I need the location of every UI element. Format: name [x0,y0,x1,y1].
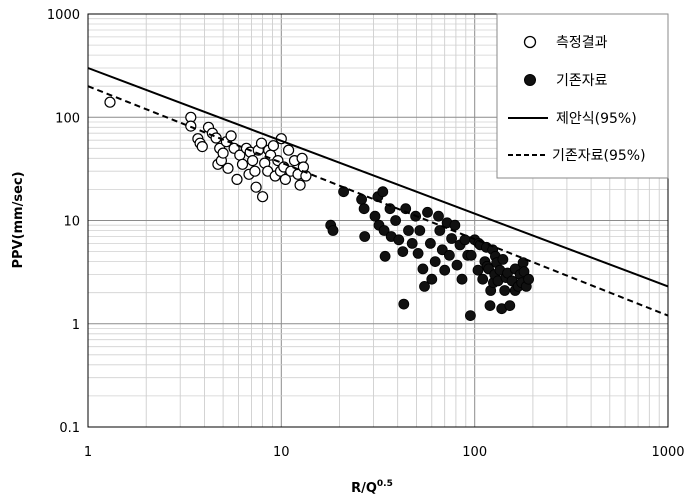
measured-point [257,191,269,203]
x-tick-label: 100 [462,445,487,460]
x-tick-label: 1 [84,445,92,460]
measured-point [279,173,291,185]
existing-data-point [414,225,426,236]
existing-data-point [436,244,448,256]
existing-data-point [424,237,436,249]
existing-data-point [379,250,391,262]
plot-frame [87,13,669,428]
existing-data-point [359,231,371,242]
measured-point [250,181,262,193]
existing-data-point [378,225,390,236]
existing-data-point [434,225,446,236]
measured-point [267,140,279,152]
existing-data-points [325,186,534,322]
existing-data-point [456,273,468,285]
measured-point [236,158,249,170]
y-tick-label: 100 [55,111,80,126]
measured-point [283,144,295,156]
legend-label-existing: 기존자료 [556,73,608,89]
y-tick-label: 1000 [47,8,80,23]
existing-data-point [393,234,405,246]
x-tick-label: 10 [273,445,290,460]
gridlines [88,14,668,427]
existing-data-point [499,285,511,296]
existing-data-point [504,300,516,312]
existing-data-point [439,264,451,276]
existing-data-point [398,298,410,310]
measured-points [104,96,312,203]
measured-point [300,170,312,182]
y-axis-title: PPV(mm/sec) [11,171,26,268]
measured-point [247,155,259,167]
measured-point [196,141,208,153]
measured-point [255,137,268,149]
existing-data-point [358,203,370,215]
y-tick-label: 10 [63,215,80,230]
existing-data-point [412,247,424,259]
existing-data-point [497,253,509,265]
x-tick-label: 1000 [651,445,684,460]
measured-point [104,96,116,108]
x-axis-title: R/Q0.5 [351,479,393,496]
existing-data-point [400,203,412,215]
tick-labels: 1 10 100 1000 0.1 1 10 100 1000 [47,8,685,460]
existing-data-point [464,310,476,322]
legend-label-existing-95: 기존자료(95%) [552,148,646,164]
existing-data-point [417,263,429,275]
measured-point [222,162,234,174]
existing-data-point [523,273,534,285]
fit-lines [87,67,669,317]
existing-data-point [433,210,444,222]
existing-data-point [406,237,418,249]
legend-marker-existing [524,74,536,86]
y-tick-label: 0.1 [59,421,80,436]
existing-data-point [356,193,368,205]
measured-point [249,165,261,177]
existing-data-point [484,300,496,312]
existing-data-point [403,225,414,236]
legend-label-proposed: 제안식(95%) [556,111,637,127]
existing-data-point [426,273,438,285]
measured-point [225,130,237,142]
existing-data-point [327,225,339,236]
proposed-95-line [87,67,669,288]
existing-data-point [419,280,430,292]
existing-data-point [451,259,463,271]
existing-data-point [397,246,409,258]
existing-data-point [369,210,381,222]
existing-data-point [477,273,489,285]
existing-data-point [449,219,461,231]
existing-95-line [87,85,669,317]
x-axis-title-superscript: 0.5 [377,479,393,489]
existing-data-point [465,249,477,261]
y-tick-label: 1 [72,318,80,333]
existing-data-point [384,203,396,215]
legend-marker-measured [523,35,537,49]
legend-label-measured: 측정결과 [556,35,608,51]
measured-point [294,179,306,191]
existing-data-point [446,233,458,244]
x-axis-title-base: R/Q [351,481,377,496]
existing-data-point [422,206,433,218]
existing-data-point [472,264,484,276]
existing-data-point [443,249,455,261]
existing-data-point [377,186,389,198]
legend: 측정결과 기존자료 제안식(95%) 기존자료(95%) [496,13,669,179]
measured-point [231,173,243,185]
existing-data-point [390,215,402,226]
measured-point [217,147,229,159]
existing-data-point [429,256,441,268]
